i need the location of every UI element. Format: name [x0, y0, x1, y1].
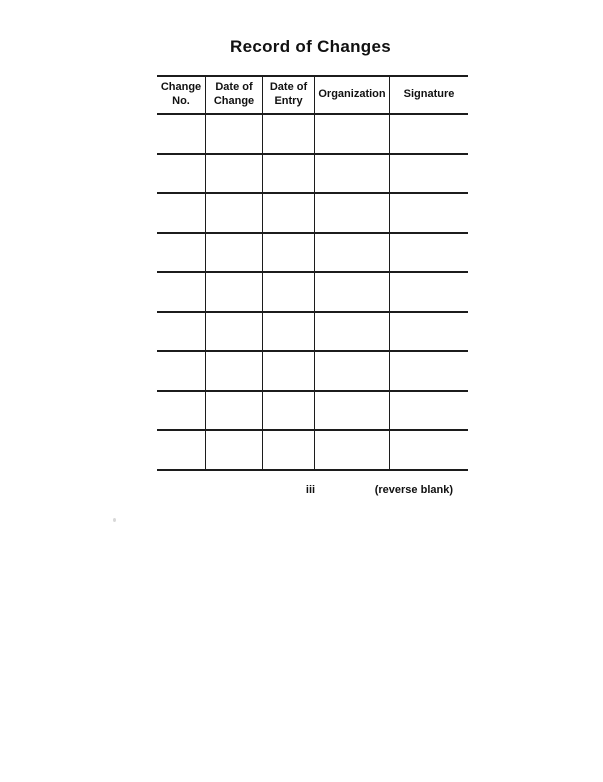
column-header-change-no: Change No. [157, 76, 206, 115]
table-cell-organization [314, 153, 390, 194]
table-cell-date-of-entry [262, 390, 315, 431]
table-cell-date-of-entry [262, 430, 315, 471]
table-cell-change-no [157, 351, 206, 392]
table-cell-date-of-entry [262, 153, 315, 194]
table-cell-date-of-change [205, 311, 263, 352]
column-header-signature: Signature [389, 76, 468, 115]
table-cell-date-of-entry [262, 114, 315, 155]
table-cell-signature [389, 153, 468, 194]
table-cell-change-no [157, 311, 206, 352]
table-row [157, 430, 468, 471]
record-table-body [157, 114, 468, 471]
table-cell-change-no [157, 153, 206, 194]
table-cell-change-no [157, 232, 206, 273]
record-of-changes-table: Change No. Date of Change Date of Entry Org… [157, 75, 468, 471]
table-cell-date-of-change [205, 430, 263, 471]
record-table-header-row: Change No. Date of Change Date of Entry Org… [157, 76, 468, 115]
table-cell-signature [389, 193, 468, 234]
table-row [157, 193, 468, 234]
table-cell-signature [389, 390, 468, 431]
table-cell-date-of-change [205, 114, 263, 155]
table-cell-signature [389, 272, 468, 313]
page-footer: iii (reverse blank) [157, 484, 464, 496]
table-cell-organization [314, 430, 390, 471]
table-cell-date-of-entry [262, 272, 315, 313]
table-row [157, 114, 468, 155]
column-header-date-of-change: Date of Change [205, 76, 263, 115]
scan-artifact-speck [113, 518, 116, 522]
table-cell-organization [314, 311, 390, 352]
table-cell-organization [314, 114, 390, 155]
table-cell-signature [389, 351, 468, 392]
table-cell-change-no [157, 272, 206, 313]
table-cell-change-no [157, 114, 206, 155]
table-cell-change-no [157, 193, 206, 234]
table-cell-change-no [157, 390, 206, 431]
table-cell-date-of-change [205, 351, 263, 392]
table-row [157, 351, 468, 392]
table-cell-change-no [157, 430, 206, 471]
reverse-blank-note: (reverse blank) [374, 484, 453, 496]
page-number: iii [305, 484, 316, 496]
table-row [157, 272, 468, 313]
table-cell-date-of-entry [262, 351, 315, 392]
table-cell-date-of-change [205, 193, 263, 234]
column-header-organization: Organization [314, 76, 390, 115]
page-title: Record of Changes [230, 37, 391, 56]
table-cell-signature [389, 114, 468, 155]
table-cell-date-of-change [205, 232, 263, 273]
table-row [157, 311, 468, 352]
table-cell-organization [314, 351, 390, 392]
table-cell-organization [314, 193, 390, 234]
table-cell-signature [389, 430, 468, 471]
table-row [157, 232, 468, 273]
column-header-date-of-entry: Date of Entry [262, 76, 315, 115]
table-cell-date-of-change [205, 272, 263, 313]
table-cell-organization [314, 390, 390, 431]
table-row [157, 153, 468, 194]
table-row [157, 390, 468, 431]
table-cell-signature [389, 311, 468, 352]
table-cell-signature [389, 232, 468, 273]
table-cell-organization [314, 272, 390, 313]
table-cell-organization [314, 232, 390, 273]
table-cell-date-of-change [205, 390, 263, 431]
table-cell-date-of-entry [262, 193, 315, 234]
table-cell-date-of-entry [262, 311, 315, 352]
table-cell-date-of-entry [262, 232, 315, 273]
table-cell-date-of-change [205, 153, 263, 194]
